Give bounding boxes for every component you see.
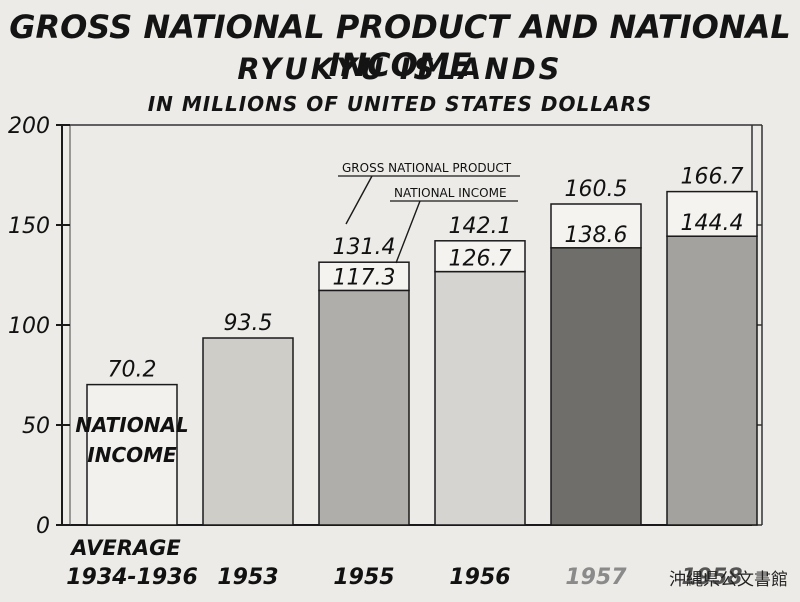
- ni-value-label: 144.4: [681, 211, 744, 236]
- x-tick-label: 1956: [449, 565, 510, 590]
- bar-gnp-segment: [550, 203, 642, 249]
- gnp-value-label: 142.1: [449, 214, 512, 239]
- y-tick-label: 200: [8, 114, 50, 139]
- ni-value-label: 138.6: [565, 223, 628, 248]
- callout-ni-leader: [395, 200, 421, 264]
- x-tick-label: 1958: [681, 565, 742, 590]
- x-tick-label: 1955: [333, 565, 394, 590]
- bar-inner-label: INCOME: [87, 443, 177, 467]
- ni-value-label: 93.5: [224, 311, 273, 336]
- x-tick-label: 1953: [217, 565, 278, 590]
- y-tick-label: 100: [8, 314, 50, 339]
- bar-gnp-segment: [318, 261, 410, 292]
- ni-value-label: 70.2: [108, 358, 157, 383]
- y-tick-label: 0: [36, 514, 50, 539]
- callout-ni-label: NATIONAL INCOME: [394, 186, 507, 200]
- bar-national-income: [666, 235, 758, 526]
- x-tick-label: 1934-1936: [66, 565, 198, 590]
- chart-subtitle: RYUKYU ISLANDS: [237, 52, 563, 86]
- callout-gnp-label: GROSS NATIONAL PRODUCT: [342, 161, 512, 175]
- ni-value-label: 117.3: [333, 265, 396, 290]
- chart-title: GROSS NATIONAL PRODUCT AND NATIONAL INCO…: [9, 8, 791, 84]
- bar-national-income: [318, 289, 410, 526]
- bar-national-income: [550, 247, 642, 526]
- bar-national-income: [434, 270, 526, 526]
- bar-gnp-segment: [434, 240, 526, 273]
- chart-units-note: IN MILLIONS OF UNITED STATES DOLLARS: [147, 92, 653, 116]
- gnp-value-label: 160.5: [565, 177, 628, 202]
- archive-watermark: 沖縄県公文書館: [669, 570, 788, 590]
- bar-national-income: [86, 383, 178, 526]
- x-tick-label: 1957: [565, 565, 627, 590]
- gnp-value-label: 166.7: [681, 165, 744, 190]
- callout-gnp-leader: [345, 175, 373, 225]
- x-tick-label-line1: AVERAGE: [69, 536, 181, 560]
- y-tick-label: 150: [8, 214, 50, 239]
- bar-gnp-segment: [666, 190, 758, 237]
- bar-inner-label: NATIONAL: [75, 413, 188, 437]
- ni-value-label: 126.7: [449, 247, 512, 272]
- bar-national-income: [202, 337, 294, 526]
- y-tick-label: 50: [22, 414, 50, 439]
- gnp-value-label: 131.4: [333, 235, 396, 260]
